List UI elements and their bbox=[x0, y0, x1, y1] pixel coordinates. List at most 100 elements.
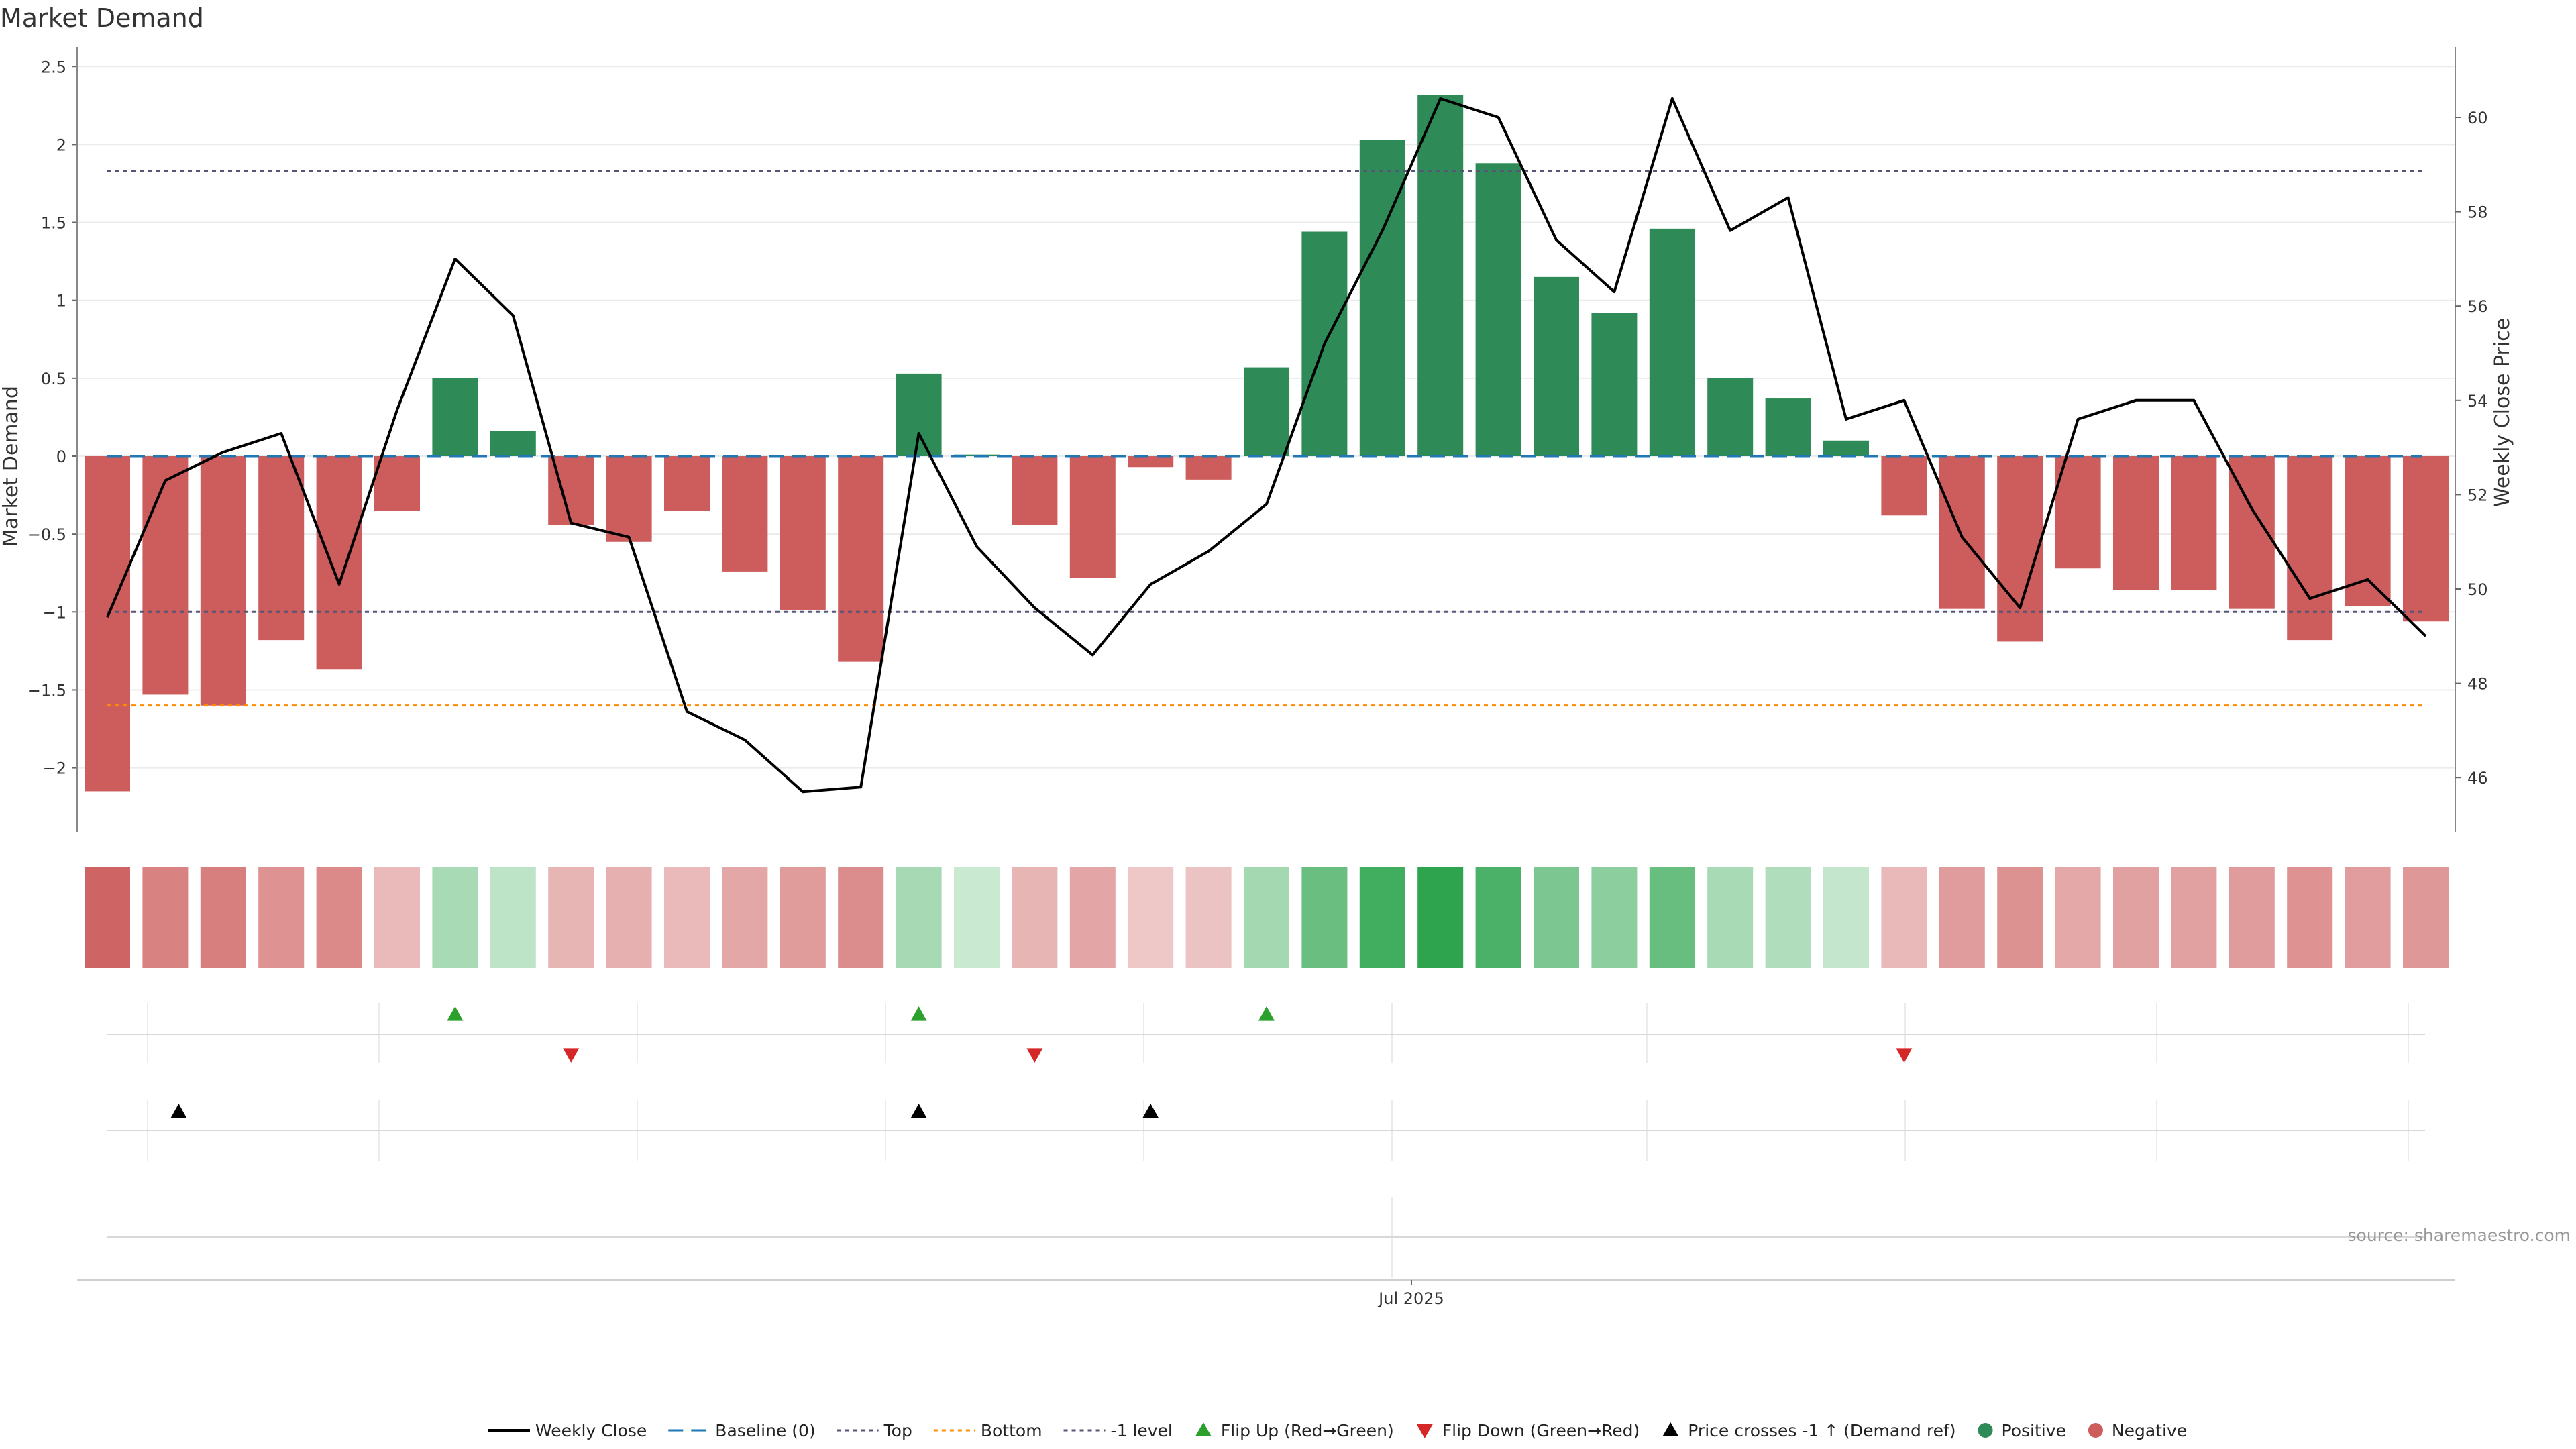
heat-cell bbox=[2113, 867, 2159, 968]
heat-cell bbox=[1707, 867, 1754, 968]
legend-label: Price crosses -1 ↑ (Demand ref) bbox=[1688, 1421, 1955, 1440]
demand-bar bbox=[1649, 228, 1695, 456]
heat-cell bbox=[200, 867, 246, 968]
heat-cell bbox=[1417, 867, 1464, 968]
legend-item-line: Weekly Close bbox=[488, 1421, 647, 1440]
y-tick-label: −1.5 bbox=[28, 681, 66, 700]
heat-cell bbox=[258, 867, 305, 968]
heat-cell bbox=[1475, 867, 1521, 968]
legend-label: Negative bbox=[2112, 1421, 2187, 1440]
y-tick-label: −1 bbox=[43, 603, 66, 622]
cross-marker bbox=[170, 1104, 187, 1118]
legend-label: Flip Up (Red→Green) bbox=[1221, 1421, 1394, 1440]
y2-tick-label: 60 bbox=[2467, 109, 2488, 127]
x-axis: Jul 2025 bbox=[77, 1279, 2455, 1308]
y2-tick-label: 58 bbox=[2467, 203, 2488, 222]
weekly-close-line bbox=[106, 97, 2427, 794]
demand-bar bbox=[432, 378, 478, 456]
demand-bar bbox=[200, 456, 246, 706]
y2-tick-label: 54 bbox=[2467, 392, 2488, 411]
level-lines bbox=[107, 170, 2422, 707]
demand-bar bbox=[838, 456, 884, 662]
legend-label: Bottom bbox=[981, 1421, 1042, 1440]
flip-down-marker bbox=[563, 1048, 580, 1063]
heat-cell bbox=[374, 867, 420, 968]
demand-bar bbox=[1359, 140, 1405, 456]
legend-item-bottom: Bottom bbox=[933, 1421, 1042, 1440]
demand-bar bbox=[2287, 456, 2333, 641]
x-tick-label: Jul 2025 bbox=[1377, 1289, 1444, 1308]
demand-bar bbox=[2403, 456, 2449, 622]
heat-cell bbox=[1185, 867, 1232, 968]
y-tick-label: 0 bbox=[56, 447, 66, 466]
legend-label: Weekly Close bbox=[535, 1421, 647, 1440]
legend-item-negative: Negative bbox=[2088, 1421, 2187, 1440]
flip-up-marker bbox=[910, 1006, 927, 1021]
flip-down-marker bbox=[1896, 1048, 1913, 1063]
demand-bar bbox=[1475, 163, 1521, 456]
demand-bar bbox=[1534, 276, 1579, 456]
y-tick-label: −2 bbox=[43, 759, 66, 778]
legend-label: Flip Down (Green→Red) bbox=[1442, 1421, 1640, 1440]
legend-item-cross: Price crosses -1 ↑ (Demand ref) bbox=[1662, 1421, 1956, 1440]
legend-item-positive: Positive bbox=[1978, 1421, 2066, 1440]
heat-cell bbox=[1012, 867, 1058, 968]
heat-cell bbox=[1534, 867, 1579, 968]
demand-bar bbox=[2171, 456, 2217, 590]
legend-item-baseline: Baseline (0) bbox=[668, 1421, 816, 1440]
demand-bar bbox=[1591, 313, 1638, 456]
legend-label: Positive bbox=[2002, 1421, 2066, 1440]
demand-bar bbox=[606, 456, 652, 542]
demand-bar bbox=[1244, 367, 1289, 456]
heat-cell bbox=[1359, 867, 1405, 968]
heat-cell bbox=[1939, 867, 1985, 968]
heat-cell bbox=[548, 867, 594, 968]
heat-cell bbox=[490, 867, 536, 968]
heat-cell bbox=[142, 867, 189, 968]
y-axis-title: Market Demand bbox=[0, 386, 23, 547]
heat-cell bbox=[2171, 867, 2217, 968]
demand-bar bbox=[85, 456, 130, 792]
demand-bar bbox=[896, 373, 942, 456]
demand-bar bbox=[780, 456, 826, 610]
heat-cell bbox=[896, 867, 942, 968]
y-tick-label: 2 bbox=[56, 136, 66, 154]
y2-tick-label: 48 bbox=[2467, 675, 2488, 694]
legend-item-flip_up: Flip Up (Red→Green) bbox=[1195, 1421, 1394, 1440]
demand-bars bbox=[85, 95, 2449, 792]
heat-strip bbox=[85, 867, 2449, 968]
demand-bar bbox=[1881, 456, 1927, 516]
heat-cell bbox=[1881, 867, 1927, 968]
legend: Weekly Close Baseline (0) Top Bottom -1 leve… bbox=[488, 1421, 2187, 1440]
heat-cell bbox=[2403, 867, 2449, 968]
heat-cell bbox=[1997, 867, 2043, 968]
y-tick-label: 0.5 bbox=[41, 370, 66, 388]
heat-cell bbox=[2055, 867, 2101, 968]
y-tick-label: −0.5 bbox=[28, 525, 66, 544]
demand-bar bbox=[2055, 456, 2101, 569]
demand-bar bbox=[1997, 456, 2043, 642]
y2-axis-title: Weekly Close Price bbox=[2491, 318, 2514, 507]
weekly-close-polyline bbox=[106, 97, 2427, 794]
heat-cell bbox=[432, 867, 478, 968]
heat-cell bbox=[664, 867, 710, 968]
demand-bar bbox=[490, 431, 536, 456]
chart-title: Market Demand bbox=[0, 3, 204, 33]
flip-up-marker bbox=[447, 1006, 464, 1021]
heat-cell bbox=[1765, 867, 1811, 968]
y2-tick-label: 52 bbox=[2467, 486, 2488, 504]
heat-cell bbox=[1823, 867, 1869, 968]
demand-bar bbox=[2345, 456, 2391, 606]
demand-bar bbox=[142, 456, 189, 695]
source-note: source: sharemaestro.com bbox=[2348, 1226, 2571, 1245]
demand-bar bbox=[1707, 378, 1754, 456]
heat-cell bbox=[2287, 867, 2333, 968]
demand-bar bbox=[1765, 398, 1811, 456]
demand-bar bbox=[1417, 95, 1464, 457]
heat-cell bbox=[1128, 867, 1174, 968]
y-tick-label: 1 bbox=[56, 292, 66, 311]
legend-swatch bbox=[1416, 1424, 1433, 1438]
demand-bar bbox=[1823, 440, 1869, 456]
heat-cell bbox=[85, 867, 130, 968]
